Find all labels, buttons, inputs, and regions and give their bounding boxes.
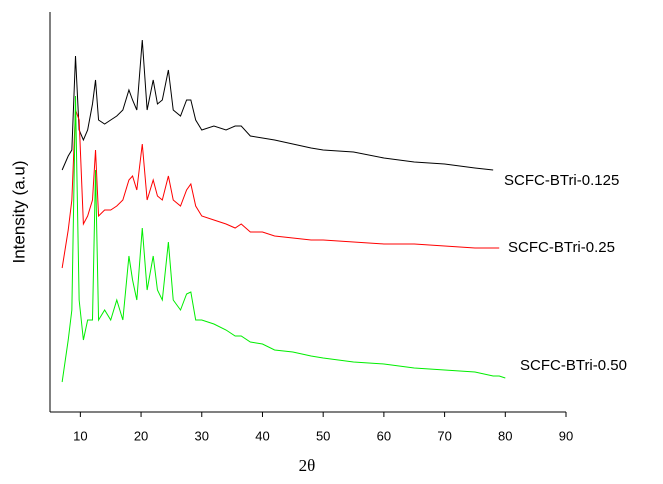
series-line (61, 95, 506, 383)
x-tick-label: 80 (498, 428, 512, 443)
series-line (61, 109, 500, 269)
x-tick-label: 90 (559, 428, 573, 443)
y-axis-label: Intensity (a.u) (9, 161, 28, 264)
x-axis-label: 2θ (299, 456, 316, 475)
series-label: SCFC-BTri-0.50 (520, 357, 627, 374)
x-tick-label: 70 (437, 428, 451, 443)
series-line (61, 39, 494, 171)
x-tick-label: 40 (255, 428, 269, 443)
x-tick-label: 60 (377, 428, 391, 443)
x-tick-label: 30 (195, 428, 209, 443)
x-tick-label: 50 (316, 428, 330, 443)
series-label: SCFC-BTri-0.125 (504, 172, 619, 189)
x-tick-label: 10 (73, 428, 87, 443)
series-label: SCFC-BTri-0.25 (508, 239, 615, 256)
x-tick-label: 20 (134, 428, 148, 443)
